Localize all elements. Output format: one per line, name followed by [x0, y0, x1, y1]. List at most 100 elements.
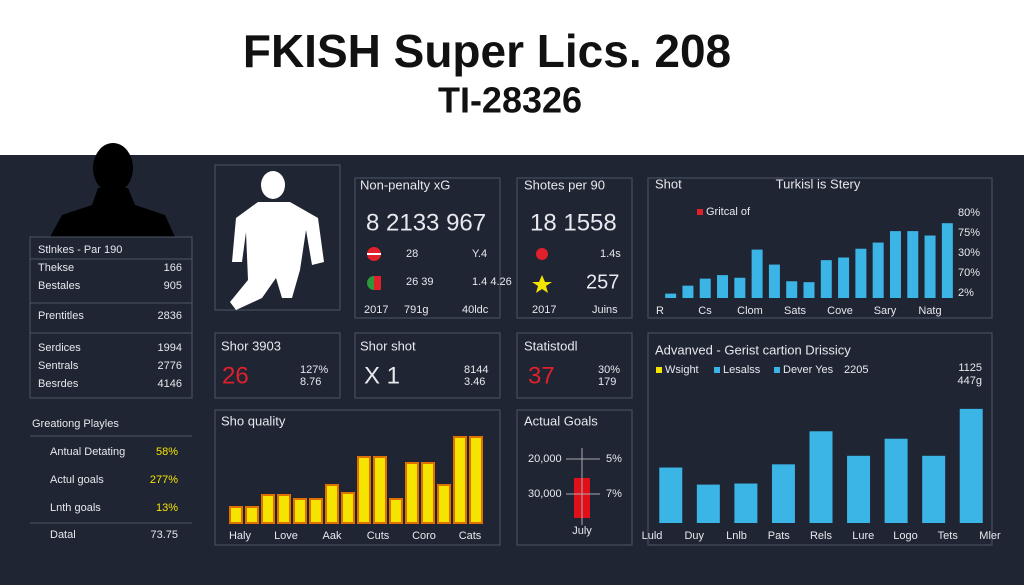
x-label: Tets — [938, 530, 959, 542]
side-label: 7% — [606, 488, 622, 500]
side-label: 447g — [958, 375, 982, 387]
axis-label: 20,000 — [528, 453, 562, 465]
bar — [884, 438, 908, 523]
panel-title: Statistodl — [524, 338, 578, 353]
x-label: Lnlb — [726, 530, 747, 542]
bar — [786, 281, 798, 298]
axis-label: 70% — [958, 267, 980, 279]
chart-title: Actual Goals — [524, 413, 598, 428]
chart-title: Shot — [655, 176, 682, 191]
bar — [277, 494, 291, 524]
x-label: Pats — [768, 530, 791, 542]
shots-panel — [516, 177, 633, 319]
row-value: 2836 — [158, 310, 182, 322]
panel-title: Shor 3903 — [221, 338, 281, 353]
row-value: 277% — [150, 474, 178, 486]
side-label: 5% — [606, 453, 622, 465]
star-icon — [532, 275, 552, 293]
bar — [682, 285, 694, 298]
bar — [959, 408, 983, 523]
note: 2205 — [844, 364, 868, 376]
row-label: Lnth goals — [50, 502, 101, 514]
bar — [924, 235, 936, 298]
dot-icon — [536, 248, 548, 260]
bar — [941, 223, 953, 298]
footer: 2017 — [364, 304, 388, 316]
x-label: Cuts — [367, 530, 390, 542]
legend-label: Gritcal of — [706, 206, 751, 218]
big-stat: X 1 — [364, 362, 400, 389]
axis-label: 30% — [958, 247, 980, 259]
bar — [734, 483, 758, 523]
footer: Juins — [592, 304, 618, 316]
headline: 8 2133 967 — [366, 209, 486, 236]
row-value: 58% — [156, 446, 178, 458]
player-silhouette — [50, 143, 175, 237]
header-band — [0, 0, 1024, 155]
row-label: Datal — [50, 529, 76, 541]
bar — [437, 484, 451, 524]
x-label: Rels — [810, 530, 833, 542]
bar — [453, 436, 467, 524]
footer: 791g — [404, 304, 428, 316]
bar — [838, 257, 850, 298]
stat: 28 — [406, 248, 418, 260]
row-value: 905 — [164, 280, 182, 292]
bar — [809, 431, 833, 523]
row-label: Actul goals — [50, 474, 104, 486]
chart-title: Sho quality — [221, 413, 286, 428]
side-label: 1125 — [958, 362, 982, 374]
x-label: Logo — [893, 530, 917, 542]
bar — [469, 436, 483, 524]
row-value: 13% — [156, 502, 178, 514]
bar — [245, 506, 259, 524]
chart-panel — [516, 409, 633, 546]
stat: Y.4 — [472, 248, 487, 260]
bar — [922, 455, 946, 523]
footer: 2017 — [532, 304, 556, 316]
bar — [699, 278, 711, 298]
row-label: Besrdes — [38, 378, 79, 390]
legend-label: Wsight — [665, 364, 699, 376]
row-value: 166 — [164, 262, 182, 274]
legend-label: Dever Yes — [783, 364, 834, 376]
bar — [389, 498, 403, 524]
panel-title: Shotes per 90 — [524, 177, 605, 192]
x-label: Cs — [698, 305, 712, 317]
bar — [665, 293, 677, 298]
axis-label: 2% — [958, 287, 974, 299]
x-label: Sats — [784, 305, 807, 317]
x-label: Coro — [412, 530, 436, 542]
headline: 18 1558 — [530, 209, 617, 236]
bar — [293, 498, 307, 524]
page-subtitle: TI-28326 — [438, 80, 582, 121]
row-value: 4146 — [158, 378, 182, 390]
x-label: Lure — [852, 530, 874, 542]
stat: 1.4s — [600, 248, 621, 260]
bar — [325, 484, 339, 524]
bar — [373, 456, 387, 524]
chart-panel — [647, 177, 993, 319]
bar — [872, 242, 884, 298]
stat: 8144 — [464, 364, 488, 376]
stat-panel — [516, 332, 633, 399]
bar — [889, 231, 901, 298]
roster-panel — [29, 236, 193, 399]
legend-swatch — [656, 367, 662, 373]
flag-stripe — [367, 253, 381, 255]
row-value: 1994 — [158, 342, 182, 354]
stat: 127% — [300, 364, 328, 376]
bar — [421, 462, 435, 524]
bar — [768, 264, 780, 298]
bar — [855, 248, 867, 298]
footer: 40ldc — [462, 304, 489, 316]
x-label: Natg — [918, 305, 941, 317]
bar — [751, 249, 763, 298]
x-label: Haly — [229, 530, 252, 542]
bar — [907, 231, 919, 298]
row-label: Thekse — [38, 262, 74, 274]
npxg-panel — [354, 177, 501, 319]
bar — [229, 506, 243, 524]
bar — [803, 282, 815, 298]
x-label: July — [572, 525, 592, 537]
